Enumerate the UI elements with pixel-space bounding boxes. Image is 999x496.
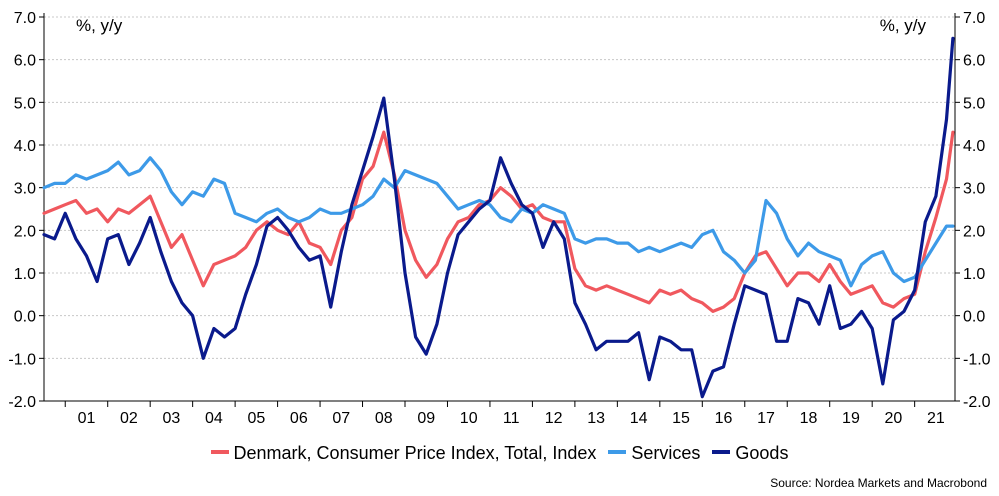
- x-tick-label: 07: [332, 410, 350, 427]
- legend-swatch: [712, 450, 731, 455]
- series-lines: [42, 36, 955, 399]
- y-tick-label-right: 3.0: [963, 181, 985, 198]
- y-tick-label-right: -2.0: [963, 394, 991, 411]
- source-note: Source: Nordea Markets and Macrobond: [770, 476, 987, 490]
- axes: [39, 13, 960, 407]
- series-line-2: [42, 156, 955, 288]
- x-tick-label: 08: [375, 410, 393, 427]
- x-axis-ticks: 01 02 03 04 05 06 07 08 09 10 11 12 13 14 15 16 17 18 19 20…: [78, 410, 945, 427]
- legend-label: Goods: [735, 443, 789, 463]
- legend-label: Denmark, Consumer Price Index, Total, In…: [233, 443, 597, 463]
- y-tick-label-right: -1.0: [963, 351, 991, 368]
- x-tick-label: 06: [290, 410, 308, 427]
- y-tick-label-left: 0.0: [14, 309, 36, 326]
- legend-label: Services: [631, 443, 701, 463]
- y-tick-label-left: 1.0: [14, 266, 36, 283]
- y-tick-label-left: 6.0: [14, 53, 36, 70]
- x-tick-label: 05: [247, 410, 265, 427]
- legend-item: Goods: [712, 443, 788, 464]
- x-tick-label: 04: [205, 410, 223, 427]
- y-axis-right-ticks: -2.0 -1.0 0.0 1.0 2.0 3.0 4.0 5.0 6.0 7.0: [963, 10, 991, 411]
- y-tick-label-left: 3.0: [14, 181, 36, 198]
- series-line-3: [42, 36, 955, 399]
- y-tick-label-left: 4.0: [14, 138, 36, 155]
- y-tick-label-right: 5.0: [963, 95, 985, 112]
- y-tick-label-left: 2.0: [14, 223, 36, 240]
- x-tick-label: 11: [503, 410, 520, 427]
- legend-item: Denmark, Consumer Price Index, Total, In…: [210, 443, 597, 464]
- legend-swatch: [210, 450, 229, 455]
- y-tick-label-right: 7.0: [963, 10, 985, 27]
- y-axis-right-unit: %, y/y: [880, 16, 927, 35]
- x-tick-label: 21: [927, 410, 945, 427]
- y-tick-label-right: 2.0: [963, 223, 985, 240]
- x-tick-label: 12: [545, 410, 563, 427]
- y-tick-label-right: 1.0: [963, 266, 985, 283]
- legend-swatch: [608, 450, 627, 455]
- x-tick-label: 09: [417, 410, 435, 427]
- chart: -2.0 -1.0 0.0 1.0 2.0 3.0 4.0 5.0 6.0 7.0 -2.0 -1.…: [8, 10, 991, 427]
- y-tick-label-left: 5.0: [14, 95, 36, 112]
- x-tick-label: 17: [757, 410, 775, 427]
- y-tick-label-right: 6.0: [963, 53, 985, 70]
- series-line-1: [42, 130, 955, 313]
- x-tick-label: 02: [120, 410, 138, 427]
- y-tick-label-right: 0.0: [963, 309, 985, 326]
- y-tick-label-left: 7.0: [14, 10, 36, 27]
- x-tick-label: 14: [630, 410, 648, 427]
- x-tick-label: 18: [800, 410, 818, 427]
- legend-item: Services: [608, 443, 700, 464]
- x-tick-label: 16: [715, 410, 733, 427]
- legend: Denmark, Consumer Price Index, Total, In…: [0, 443, 999, 464]
- y-tick-label-right: 4.0: [963, 138, 985, 155]
- y-axis-left-unit: %, y/y: [76, 16, 123, 35]
- x-tick-label: 19: [842, 410, 860, 427]
- y-axis-left-ticks: -2.0 -1.0 0.0 1.0 2.0 3.0 4.0 5.0 6.0 7.0: [8, 10, 36, 411]
- x-tick-label: 03: [163, 410, 181, 427]
- x-tick-label: 15: [672, 410, 690, 427]
- x-tick-label: 13: [587, 410, 605, 427]
- y-tick-label-left: -1.0: [8, 351, 36, 368]
- x-tick-label: 01: [78, 410, 96, 427]
- x-tick-label: 10: [460, 410, 478, 427]
- gridlines: [44, 16, 955, 402]
- x-tick-label: 20: [885, 410, 903, 427]
- y-tick-label-left: -2.0: [8, 394, 36, 411]
